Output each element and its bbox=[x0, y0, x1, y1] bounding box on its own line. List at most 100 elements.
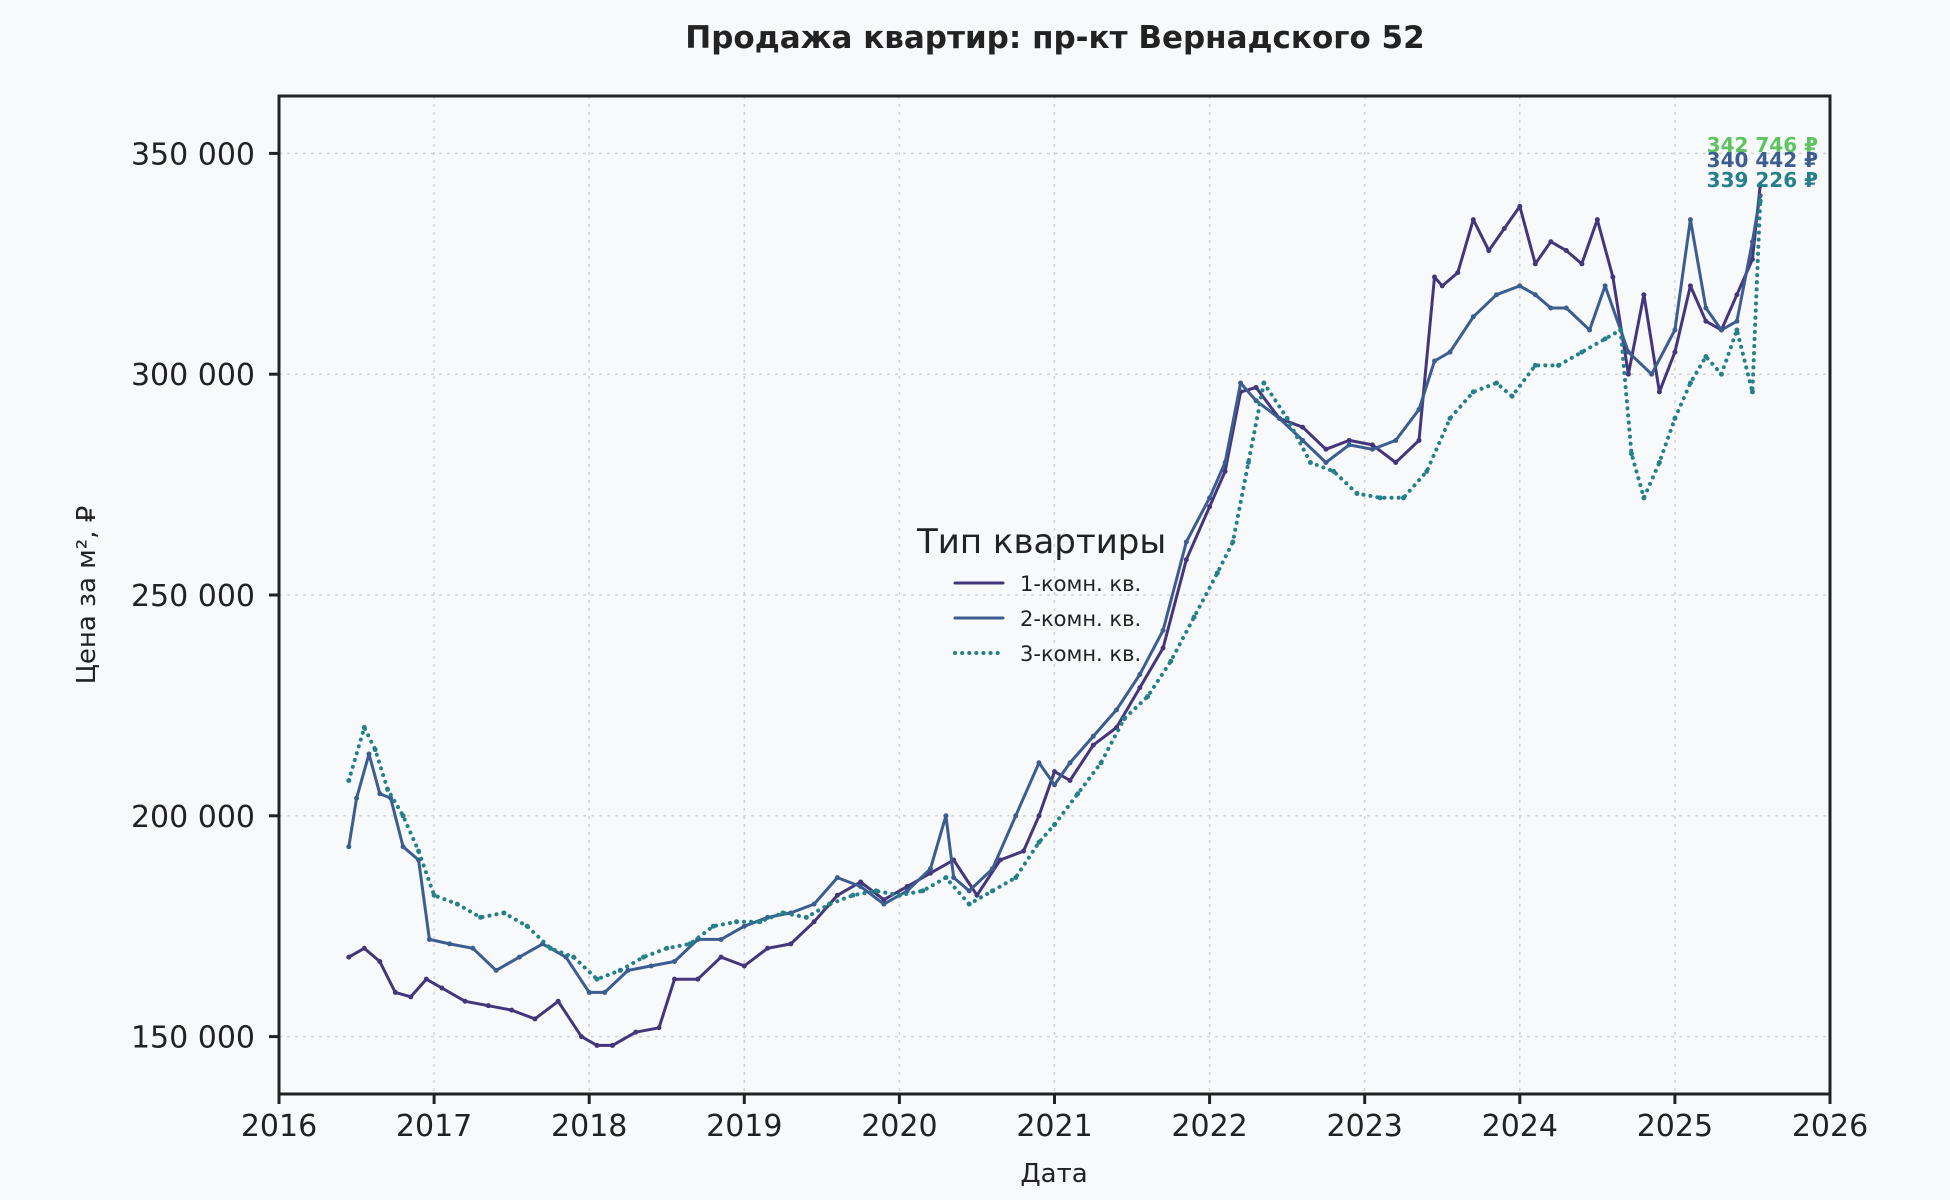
x-tick-label: 2016 bbox=[241, 1109, 317, 1144]
y-tick-label: 150 000 bbox=[131, 1021, 255, 1056]
data-point bbox=[1245, 460, 1251, 466]
data-point bbox=[470, 945, 476, 951]
data-point bbox=[1067, 777, 1073, 783]
data-point bbox=[1222, 468, 1228, 474]
data-point bbox=[1687, 283, 1693, 289]
data-point bbox=[408, 994, 414, 1000]
data-point bbox=[997, 857, 1003, 863]
series-line-3 bbox=[346, 199, 1763, 982]
data-point bbox=[361, 724, 367, 730]
data-point bbox=[1416, 407, 1422, 413]
data-point bbox=[1447, 349, 1453, 355]
data-point bbox=[1625, 349, 1631, 355]
data-point bbox=[1734, 327, 1740, 333]
data-point bbox=[1052, 822, 1057, 828]
data-point bbox=[609, 1042, 615, 1048]
data-point bbox=[501, 910, 507, 916]
y-axis-label: Цена за м², ₽ bbox=[72, 506, 102, 685]
data-point bbox=[354, 795, 360, 801]
data-point bbox=[1656, 389, 1662, 395]
data-point bbox=[1393, 437, 1399, 443]
data-point bbox=[1703, 318, 1709, 324]
data-point bbox=[400, 844, 406, 850]
data-point bbox=[1036, 760, 1042, 766]
x-tick-label: 2024 bbox=[1482, 1109, 1558, 1144]
data-point bbox=[1628, 451, 1634, 457]
data-point bbox=[943, 813, 949, 819]
data-point bbox=[687, 941, 693, 947]
data-point bbox=[1556, 362, 1562, 368]
data-point bbox=[1447, 415, 1453, 421]
data-point bbox=[1284, 415, 1290, 421]
data-point bbox=[858, 879, 864, 885]
data-point bbox=[1687, 380, 1693, 386]
data-point bbox=[780, 910, 786, 916]
data-point bbox=[388, 795, 394, 801]
data-point bbox=[989, 888, 995, 894]
data-point bbox=[989, 866, 995, 872]
data-point bbox=[741, 923, 747, 929]
data-point bbox=[881, 901, 887, 907]
data-point bbox=[594, 976, 600, 982]
data-point bbox=[366, 751, 372, 757]
data-point bbox=[1455, 270, 1461, 276]
data-point bbox=[1439, 283, 1445, 289]
data-point bbox=[372, 747, 378, 753]
data-point bbox=[1214, 570, 1220, 576]
legend-label-1: 1-комн. кв. bbox=[1020, 572, 1141, 596]
data-point bbox=[1563, 305, 1569, 311]
data-point bbox=[392, 989, 398, 995]
legend: Тип квартиры 1-комн. кв. 2-комн. кв. 3-ком… bbox=[916, 522, 1166, 666]
data-point bbox=[400, 813, 406, 819]
y-tick-label: 300 000 bbox=[131, 358, 255, 393]
data-point bbox=[1036, 813, 1042, 819]
data-point bbox=[1548, 239, 1554, 245]
data-point bbox=[377, 791, 383, 797]
data-point bbox=[1757, 193, 1763, 199]
data-point bbox=[734, 919, 740, 925]
data-point bbox=[1276, 415, 1282, 421]
data-point bbox=[1470, 314, 1476, 320]
data-point bbox=[741, 963, 747, 969]
data-point bbox=[578, 1034, 584, 1040]
data-point bbox=[1757, 182, 1763, 188]
data-point bbox=[1207, 495, 1213, 501]
data-point bbox=[1346, 437, 1352, 443]
data-point bbox=[1098, 760, 1104, 766]
data-point bbox=[943, 875, 949, 881]
data-point bbox=[718, 936, 724, 942]
data-point bbox=[1369, 446, 1375, 452]
data-point bbox=[788, 941, 794, 947]
data-point bbox=[1641, 495, 1647, 501]
data-point bbox=[695, 976, 701, 982]
grid bbox=[278, 96, 1831, 1094]
data-point bbox=[1509, 393, 1515, 399]
data-point bbox=[1618, 327, 1624, 333]
data-point bbox=[811, 901, 817, 907]
data-point bbox=[1346, 442, 1352, 448]
data-point bbox=[927, 866, 933, 872]
data-point bbox=[1052, 782, 1057, 788]
data-point bbox=[1090, 733, 1096, 739]
data-point bbox=[1168, 658, 1174, 664]
data-point bbox=[547, 945, 553, 951]
legend-title: Тип квартиры bbox=[916, 522, 1166, 562]
data-point bbox=[586, 989, 592, 995]
data-point bbox=[1687, 217, 1693, 223]
data-point bbox=[1354, 490, 1360, 496]
data-point bbox=[462, 998, 468, 1004]
data-point bbox=[1494, 380, 1500, 386]
data-point bbox=[1532, 261, 1538, 267]
data-point bbox=[1323, 460, 1329, 466]
data-point bbox=[509, 1007, 515, 1013]
data-point bbox=[1749, 389, 1755, 395]
x-tick-label: 2022 bbox=[1171, 1109, 1247, 1144]
data-point bbox=[1207, 504, 1213, 510]
data-point bbox=[361, 945, 367, 951]
data-point bbox=[920, 888, 926, 894]
data-point bbox=[1649, 371, 1655, 377]
x-tick-label: 2017 bbox=[396, 1109, 472, 1144]
data-point bbox=[1183, 539, 1189, 545]
data-point bbox=[1145, 694, 1151, 700]
data-point bbox=[1036, 839, 1042, 845]
